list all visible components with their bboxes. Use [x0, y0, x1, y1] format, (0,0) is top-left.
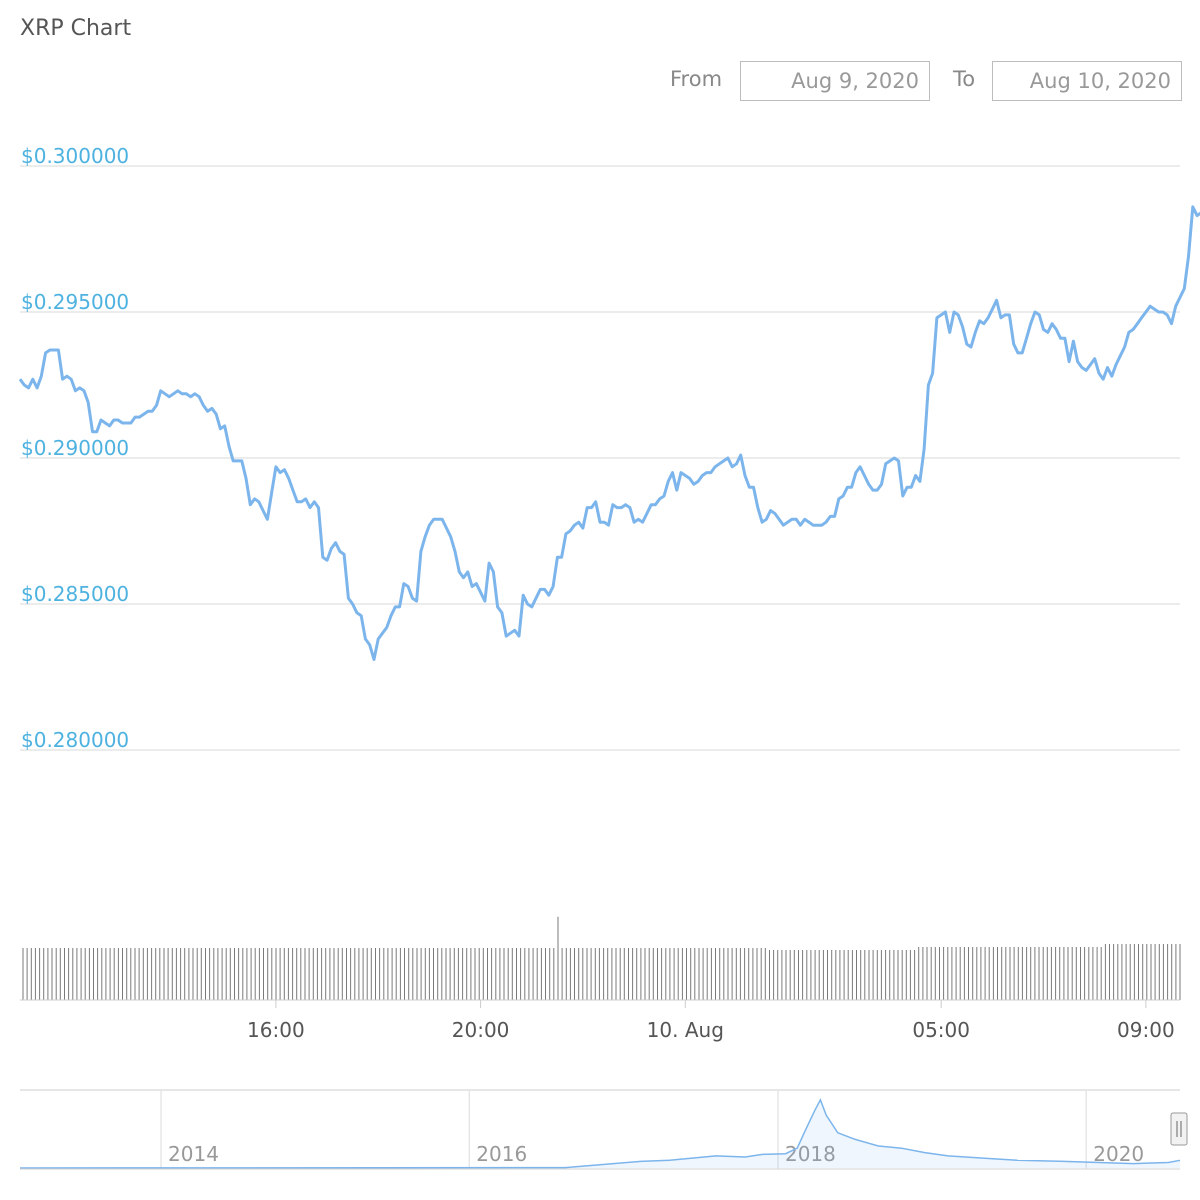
volume-bars [22, 916, 1181, 1000]
y-tick-label: $0.290000 [21, 436, 129, 460]
to-date-input[interactable]: Aug 10, 2020 [992, 61, 1182, 101]
x-tick-label: 09:00 [1117, 1018, 1175, 1042]
navigator-year-label: 2016 [476, 1142, 527, 1166]
navigator-year-grid: 2014201620182020 [160, 1090, 1144, 1169]
x-tick-label: 20:00 [452, 1018, 510, 1042]
navigator-year-label: 2014 [168, 1142, 219, 1166]
price-line [18, 205, 1200, 661]
y-tick-label: $0.295000 [21, 290, 129, 314]
to-label: To [953, 67, 976, 91]
navigator-series [19, 1097, 1181, 1169]
navigator-handle[interactable] [1170, 1112, 1188, 1146]
y-axis-labels: $0.280000 $0.285000 $0.290000 $0.295000 $0.3… [21, 144, 129, 752]
from-date-input[interactable]: Aug 9, 2020 [740, 61, 930, 101]
navigator-area [20, 1099, 1180, 1168]
navigator[interactable]: 2014201620182020 [19, 1089, 1188, 1170]
y-grid [20, 165, 1180, 751]
x-axis-labels: 16:00 20:00 10. Aug 05:00 09:00 [247, 1000, 1175, 1042]
from-label: From [670, 67, 723, 91]
x-tick-label: 05:00 [912, 1018, 970, 1042]
y-tick-label: $0.285000 [21, 582, 129, 606]
navigator-year-label: 2018 [785, 1142, 836, 1166]
chart-title: XRP Chart [20, 16, 132, 41]
y-tick-label: $0.280000 [21, 728, 129, 752]
y-tick-label: $0.300000 [21, 144, 129, 168]
x-tick-label: 10. Aug [647, 1018, 724, 1042]
x-tick-label: 16:00 [247, 1018, 305, 1042]
